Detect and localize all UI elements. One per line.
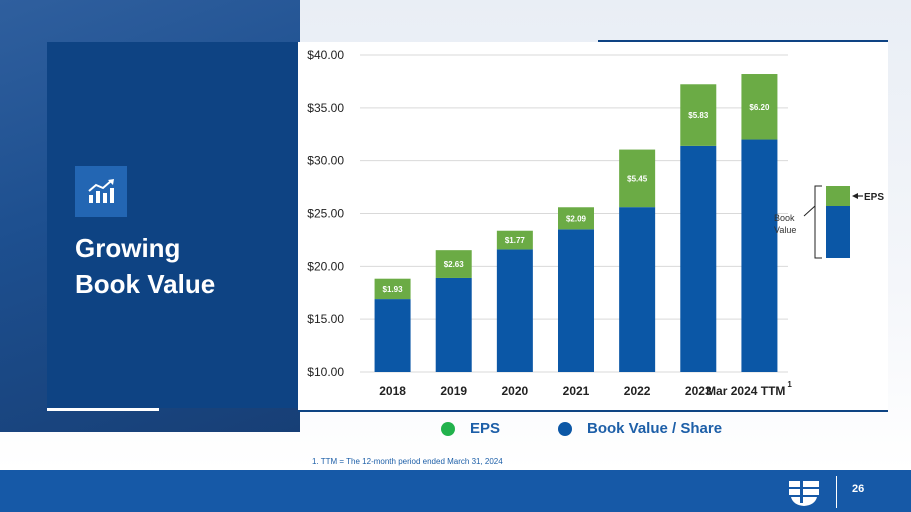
footnote: 1. TTM = The 12-month period ended March… <box>312 457 503 466</box>
footer-bar <box>0 470 911 512</box>
chart-panel: $10.00 $15.00 $20.00 $25.00 $30.00 $35.00 $40.… <box>298 42 888 410</box>
bar-book-value <box>619 207 656 372</box>
bar-eps <box>619 149 656 208</box>
slide-title-line-1: Growing <box>75 233 181 263</box>
bar-eps <box>741 74 778 140</box>
x-tick-label: 2021 <box>563 384 590 398</box>
book-value-chart: $10.00 $15.00 $20.00 $25.00 $30.00 $35.00 $40.… <box>307 48 792 398</box>
key-eps-label: EPS <box>864 192 884 203</box>
footer-separator <box>836 476 837 508</box>
key-book-label-2: Value <box>774 225 796 235</box>
legend-item-book: Book Value / Share <box>558 420 722 437</box>
key-eps-segment <box>826 186 850 206</box>
company-logo <box>787 479 821 512</box>
y-tick-label: $10.00 <box>307 365 344 379</box>
x-tick-label: 2020 <box>502 384 529 398</box>
bar-eps <box>374 278 411 300</box>
data-label-eps: $5.45 <box>627 174 648 183</box>
chart-top-rule <box>598 40 888 42</box>
growth-chart-icon <box>75 166 127 217</box>
bar-book-value <box>741 139 778 372</box>
legend-book-label: Book Value / Share <box>587 420 723 437</box>
key-bracket <box>814 185 822 259</box>
x-tick-label: Mar 2024 TTM <box>706 384 785 398</box>
key-book-segment <box>826 206 850 258</box>
bar-book-value <box>680 145 717 372</box>
y-tick-label: $25.00 <box>307 207 344 221</box>
bar-book-value <box>558 229 594 372</box>
bar-eps <box>496 230 533 250</box>
data-label-eps: $6.20 <box>749 103 770 112</box>
legend-item-eps: EPS <box>441 420 500 437</box>
chart-legend: EPS Book Value / Share <box>0 420 911 444</box>
x-tick-superscript: 1 <box>787 380 792 389</box>
legend-book-swatch <box>558 421 572 436</box>
page-number: 26 <box>852 483 865 495</box>
key-bracket-lead <box>803 205 816 217</box>
key-book-label-1: Book <box>774 213 795 223</box>
legend-eps-swatch <box>441 421 455 436</box>
chart-bottom-rule <box>298 410 888 412</box>
data-label-eps: $1.77 <box>505 236 526 245</box>
y-tick-label: $35.00 <box>307 101 344 115</box>
key-arrow-icon <box>852 193 858 199</box>
x-tick-label: 2022 <box>624 384 651 398</box>
bar-eps <box>680 84 717 146</box>
data-label-eps: $1.93 <box>383 285 404 294</box>
bar-book-value <box>435 277 472 372</box>
eps-book-key: EPS Book Value <box>774 185 884 259</box>
bar-book-value <box>374 299 411 372</box>
title-underline <box>47 408 159 411</box>
y-tick-label: $40.00 <box>307 48 344 62</box>
y-tick-label: $15.00 <box>307 312 344 326</box>
legend-eps-label: EPS <box>470 420 501 437</box>
bar-book-value <box>496 249 533 372</box>
y-tick-label: $20.00 <box>307 259 344 273</box>
bar-eps <box>558 207 594 230</box>
y-tick-label: $30.00 <box>307 154 344 168</box>
title-panel <box>47 42 299 408</box>
data-label-eps: $5.83 <box>688 111 709 120</box>
bar-eps <box>435 250 472 278</box>
x-tick-label: 2018 <box>379 384 406 398</box>
data-label-eps: $2.63 <box>444 260 465 269</box>
data-label-eps: $2.09 <box>566 214 587 223</box>
slide-title-line-2: Book Value <box>75 269 216 299</box>
x-tick-label: 2023 <box>685 384 712 398</box>
x-tick-label: 2019 <box>440 384 467 398</box>
slide-title: Growing Book Value <box>75 230 285 302</box>
